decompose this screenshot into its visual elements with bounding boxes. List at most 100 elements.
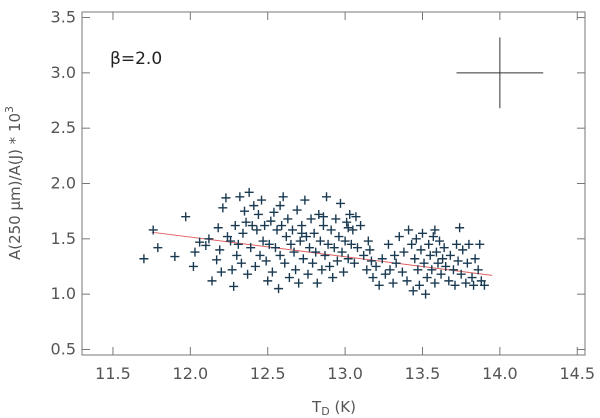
data-point xyxy=(331,214,341,224)
data-point xyxy=(309,228,319,238)
data-point xyxy=(253,209,263,219)
data-point xyxy=(461,278,471,288)
data-point xyxy=(479,280,489,290)
beta-annotation: β=2.0 xyxy=(110,49,162,69)
data-point xyxy=(430,278,440,288)
data-point xyxy=(383,239,393,249)
data-point xyxy=(261,256,271,266)
data-point xyxy=(433,258,443,268)
data-point xyxy=(320,250,330,260)
data-point xyxy=(153,243,163,253)
x-tick-label: 14.5 xyxy=(559,364,595,383)
data-point xyxy=(246,243,256,253)
data-point xyxy=(394,232,404,242)
data-point xyxy=(218,203,228,213)
data-point xyxy=(270,243,280,253)
data-point xyxy=(339,267,349,277)
data-point xyxy=(170,252,180,262)
data-point xyxy=(430,225,440,235)
data-point xyxy=(322,192,332,202)
data-point xyxy=(351,212,361,222)
data-point xyxy=(469,280,479,290)
data-point xyxy=(260,221,270,231)
data-point xyxy=(249,201,259,211)
data-point xyxy=(264,239,274,249)
y-tick-label: 2.0 xyxy=(51,174,76,193)
data-point xyxy=(439,243,449,253)
data-point xyxy=(435,236,445,246)
data-point xyxy=(295,236,305,246)
data-point xyxy=(348,225,358,235)
x-axis-title: TD (K) xyxy=(311,398,356,418)
data-point xyxy=(284,273,294,283)
data-point xyxy=(255,250,265,260)
x-axis: 11.5 12.0 12.5 13.0 13.5 14.0 14.5 xyxy=(95,12,595,383)
data-point xyxy=(247,221,257,231)
data-point xyxy=(416,245,426,255)
data-point xyxy=(272,225,282,235)
data-point xyxy=(452,239,462,249)
data-point xyxy=(343,223,353,233)
data-point xyxy=(291,265,301,275)
data-point xyxy=(274,284,284,294)
data-point xyxy=(391,258,401,268)
data-point xyxy=(287,225,297,235)
data-point xyxy=(181,212,191,222)
data-point xyxy=(362,265,372,275)
data-point xyxy=(139,254,149,264)
data-point xyxy=(399,247,409,257)
data-point xyxy=(419,258,429,268)
data-point xyxy=(318,212,328,222)
x-tick-label: 12.0 xyxy=(173,364,209,383)
data-point xyxy=(275,250,285,260)
data-point xyxy=(388,278,398,288)
data-point xyxy=(428,232,438,242)
data-point xyxy=(473,265,483,275)
data-point xyxy=(314,209,324,219)
data-point xyxy=(448,265,458,275)
data-point xyxy=(283,214,293,224)
data-point xyxy=(230,221,240,231)
data-point xyxy=(422,273,432,283)
data-point xyxy=(311,247,321,257)
data-point xyxy=(303,269,313,279)
data-point xyxy=(263,276,273,286)
data-point xyxy=(221,193,231,203)
data-point xyxy=(329,243,339,253)
data-point xyxy=(289,247,299,257)
data-point xyxy=(343,254,353,264)
data-point xyxy=(328,273,338,283)
data-point xyxy=(326,225,336,235)
data-point xyxy=(269,207,279,217)
data-point xyxy=(207,276,217,286)
data-point xyxy=(425,250,435,260)
data-point xyxy=(404,225,414,235)
data-point xyxy=(232,250,242,260)
y-axis: 0.5 1.0 1.5 2.0 2.5 3.0 3.5 xyxy=(51,8,585,358)
x-tick-label: 14.0 xyxy=(482,364,518,383)
data-point xyxy=(408,286,418,296)
data-point xyxy=(250,261,260,271)
data-point xyxy=(278,192,288,202)
data-point xyxy=(413,265,423,275)
data-point xyxy=(445,250,455,260)
x-tick-label: 11.5 xyxy=(95,364,131,383)
data-point xyxy=(359,250,369,260)
data-point xyxy=(252,225,262,235)
data-point xyxy=(470,254,480,264)
y-tick-label: 2.5 xyxy=(51,118,76,137)
data-point xyxy=(431,247,441,257)
data-point xyxy=(462,258,472,268)
data-point xyxy=(421,289,431,299)
data-point xyxy=(297,221,307,231)
data-point xyxy=(352,243,362,253)
data-point xyxy=(315,236,325,246)
data-point xyxy=(417,228,427,238)
data-point xyxy=(305,243,315,253)
data-point xyxy=(363,236,373,246)
data-point xyxy=(323,239,333,249)
data-point xyxy=(397,267,407,277)
data-point xyxy=(244,187,254,197)
data-point xyxy=(235,192,245,202)
